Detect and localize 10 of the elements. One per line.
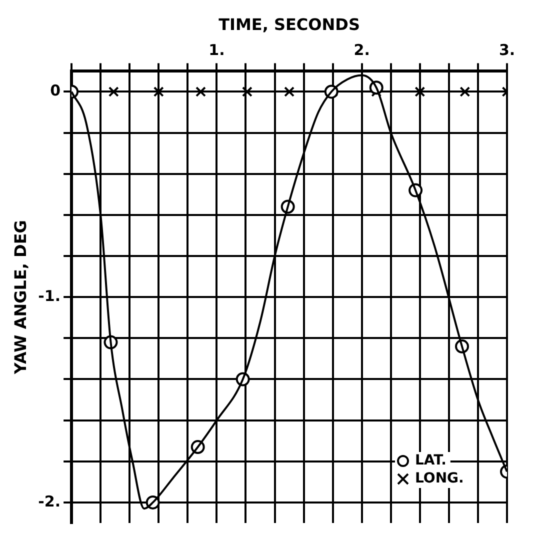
y-tick-label: -1. [38,286,61,305]
legend-label: LAT. [415,452,446,469]
y-tick-label: 0 [50,82,61,100]
legend-label: LONG. [415,470,464,487]
y-axis-title: YAW ANGLE, DEG [10,220,30,376]
x-tick-label: 1. [208,41,225,60]
y-tick-label: -2. [38,492,61,510]
x-tick-label: 2. [354,41,370,60]
x-axis-title: TIME, SECONDS [218,14,360,34]
x-tick-label: 3. [498,41,516,60]
